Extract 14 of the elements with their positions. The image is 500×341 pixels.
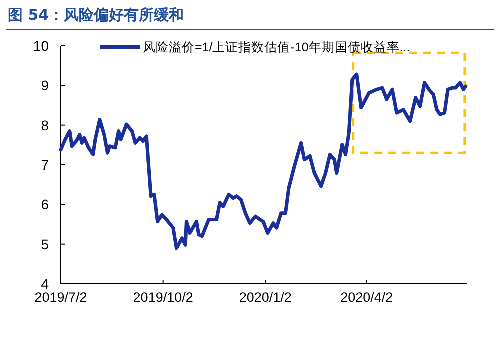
y-tick-label: 4 bbox=[41, 276, 50, 292]
y-tick-label: 9 bbox=[41, 78, 50, 94]
legend-label: 风险溢价=1/上证指数估值-10年期国债收益率... bbox=[143, 40, 410, 54]
legend: 风险溢价=1/上证指数估值-10年期国债收益率... bbox=[100, 40, 410, 54]
y-tick-label: 7 bbox=[41, 157, 50, 173]
y-tick-label: 10 bbox=[33, 38, 50, 54]
x-tick-label: 2019/7/2 bbox=[34, 290, 88, 305]
y-tick-label: 5 bbox=[41, 236, 50, 252]
chart-title: 图 54：风险偏好有所缓和 bbox=[8, 6, 184, 24]
x-tick-label: 2020/4/2 bbox=[340, 290, 394, 305]
y-tick-label: 6 bbox=[41, 196, 50, 213]
y-tick-label: 8 bbox=[41, 117, 50, 134]
x-tick-label: 2020/1/2 bbox=[239, 290, 292, 305]
x-tick-label: 2019/10/2 bbox=[133, 290, 194, 305]
